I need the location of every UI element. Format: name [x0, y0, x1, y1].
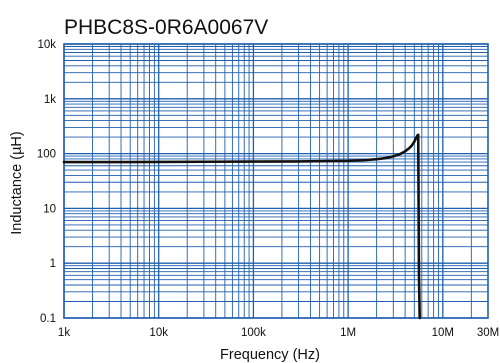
chart-title: PHBC8S-0R6A0067V: [64, 16, 268, 39]
inductance-curve: [62, 133, 421, 320]
x-tick-label: 1M: [340, 327, 356, 339]
x-tick-label: 1k: [58, 327, 70, 339]
x-axis-label: Frequency (Hz): [220, 347, 320, 363]
y-axis-label: Inductance (µH): [9, 131, 25, 234]
plot-frame: [63, 43, 489, 319]
y-tick-label: 10: [43, 203, 56, 215]
x-tick-label: 100k: [241, 327, 266, 339]
y-axis-ticks: 10k 1k 100 10 1 0.1: [37, 39, 56, 325]
y-tick-label: 1k: [44, 94, 56, 106]
grid: [63, 43, 489, 319]
y-tick-label: 1: [50, 258, 56, 270]
x-axis-ticks: 1k 10k 100k 1M 10M 30M: [58, 327, 499, 339]
x-tick-label: 10M: [432, 327, 454, 339]
series-layer: [62, 133, 421, 320]
x-tick-label: 10k: [149, 327, 168, 339]
y-tick-label: 10k: [37, 39, 56, 51]
x-tick-label: 30M: [477, 327, 499, 339]
y-tick-label: 0.1: [40, 313, 56, 325]
y-tick-label: 100: [37, 149, 56, 161]
